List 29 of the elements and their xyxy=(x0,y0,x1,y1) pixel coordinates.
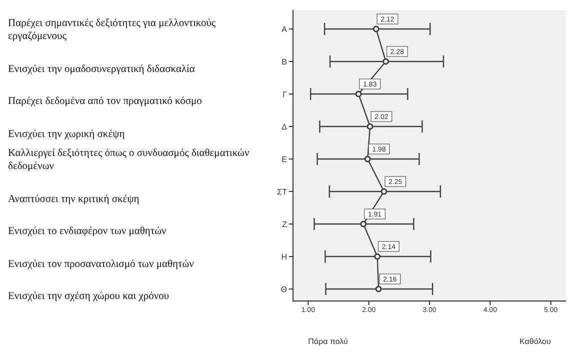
y-tick-label: Θ xyxy=(280,284,287,294)
text: Ενισχύει τον προσανατολισμό των μαθητών xyxy=(8,258,194,270)
point xyxy=(364,156,371,162)
point xyxy=(375,286,382,292)
y-tick-label: Γ xyxy=(282,90,288,99)
point xyxy=(382,58,390,65)
y-tick-label: Δ xyxy=(282,122,288,132)
text: Καθόλου xyxy=(520,337,551,346)
y-tick-label: ΣΤ xyxy=(277,187,288,196)
point xyxy=(355,90,362,98)
text: Παρέχει δεδομένα από τον πραγματικό κόσμο xyxy=(8,95,202,108)
y-tick-label: Η xyxy=(281,252,288,262)
text: Παρέχει σημαντικές δεξιότητες για μελλοντικούς εργαζόμενους xyxy=(8,17,217,43)
point xyxy=(372,26,380,32)
text: Ενισχύει το ενδιαφέρον των μαθητών xyxy=(8,225,166,238)
y-tick-label: Α xyxy=(282,24,288,34)
point xyxy=(366,123,374,130)
y-tick-label: Β xyxy=(282,57,287,66)
text: Καλλιεργεί δεξιότητες όπως ο συνδυασμός διαθεματικών δεδομένων xyxy=(8,147,250,173)
point xyxy=(360,220,367,228)
y-tick-label: Ζ xyxy=(282,220,288,229)
text: Ενισχύει την ομαδοσυνεργατική διδασκαλία xyxy=(8,62,195,76)
text: Αναπτύσσει την κριτική σκέψη xyxy=(8,192,140,206)
point xyxy=(380,188,388,195)
point xyxy=(374,253,381,260)
text: Ενισχύει την χωρική σκέψη xyxy=(8,128,125,140)
text: Ενισχύει την σχέση χώρου και χρόνου xyxy=(8,290,170,303)
y-tick-label: Ε xyxy=(282,154,287,164)
text: Πάρα πολύ xyxy=(308,337,348,346)
